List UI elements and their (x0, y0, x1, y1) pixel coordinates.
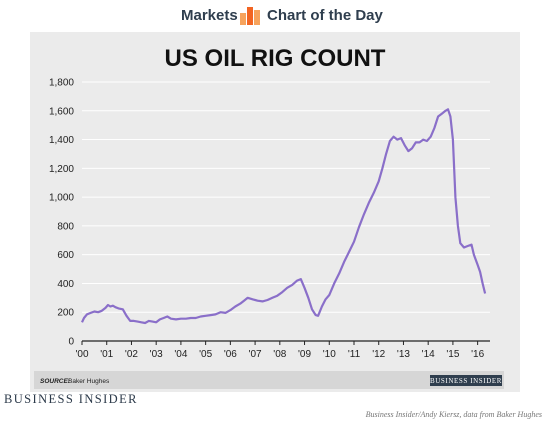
footer-brand[interactable]: BUSINESS INSIDER (4, 392, 138, 406)
x-tick-label: '15 (446, 349, 459, 360)
x-tick-label: '10 (323, 349, 336, 360)
rig-count-chart: US OIL RIG COUNT 0 200 400 600 800 1,000 1,200… (34, 45, 504, 389)
x-axis-tick-labels: '00 '01 '02 '03 '04 '05 '06 '07 '08 '09 '10 '11 '12 '… (75, 341, 485, 360)
x-tick-label: '09 (298, 349, 311, 360)
x-tick-label: '16 (471, 349, 484, 360)
series-layer (81, 108, 487, 325)
y-tick-label: 400 (57, 279, 74, 290)
y-tick-label: 200 (57, 308, 74, 319)
x-tick-label: '13 (397, 349, 410, 360)
source-bar (34, 371, 504, 389)
y-tick-label: 800 (57, 221, 74, 232)
x-tick-label: '01 (100, 349, 113, 360)
x-tick-label: '08 (273, 349, 286, 360)
source-label: SOURCE: (40, 378, 70, 385)
y-tick-label: 1,600 (49, 106, 74, 117)
x-tick-label: '03 (150, 349, 163, 360)
x-tick-label: '07 (249, 349, 262, 360)
footer-credit: Business Insider/Andy Kiersz, data from … (365, 410, 542, 419)
series-line (81, 108, 487, 325)
x-tick-label: '11 (348, 349, 361, 360)
business-insider-badge (430, 375, 502, 386)
y-tick-label: 1,800 (49, 78, 74, 89)
y-tick-label: 0 (68, 337, 74, 348)
x-tick-label: '12 (372, 349, 385, 360)
x-tick-label: '04 (174, 349, 187, 360)
y-tick-label: 1,000 (49, 193, 74, 204)
y-axis-tick-labels: 0 200 400 600 800 1,000 1,200 1,400 1,600 1,800 (49, 78, 74, 348)
bar-chart-logo-icon (240, 7, 260, 25)
chart-title: US OIL RIG COUNT (165, 45, 386, 72)
x-tick-label: '05 (199, 349, 212, 360)
y-tick-label: 1,200 (49, 164, 74, 175)
source-value: Baker Hughes (68, 378, 110, 385)
chart-of-the-day-header: Markets Chart of the Day (0, 0, 550, 30)
chart-of-the-day-label[interactable]: Chart of the Day (267, 7, 383, 24)
grid-lines (82, 81, 490, 313)
y-tick-label: 1,400 (49, 135, 74, 146)
business-insider-badge-label: BUSINESS INSIDER (430, 377, 502, 385)
x-tick-label: '00 (75, 349, 88, 360)
x-tick-label: '06 (224, 349, 237, 360)
x-tick-label: '02 (125, 349, 138, 360)
y-tick-label: 600 (57, 250, 74, 261)
chart-panel: US OIL RIG COUNT 0 200 400 600 800 1,000 1,200… (30, 32, 520, 392)
x-tick-label: '14 (422, 349, 435, 360)
markets-label[interactable]: Markets (181, 7, 238, 24)
